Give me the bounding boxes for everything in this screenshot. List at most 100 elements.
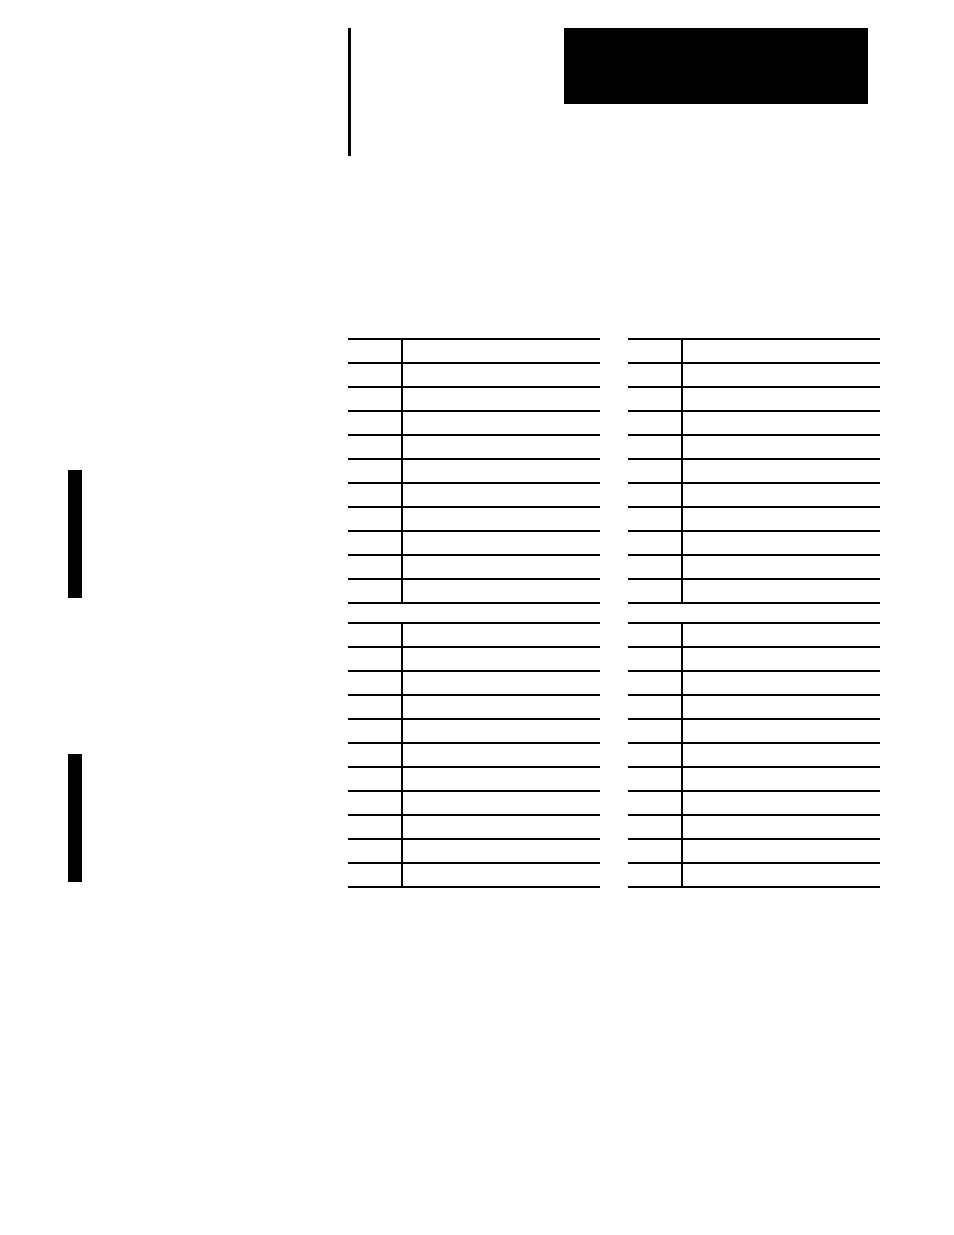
table-row bbox=[628, 671, 880, 695]
table-row bbox=[628, 863, 880, 887]
cell-col2 bbox=[402, 767, 600, 791]
cell-col1 bbox=[348, 743, 402, 767]
cell-col1 bbox=[628, 791, 682, 815]
cell-col1 bbox=[628, 647, 682, 671]
cell-col1 bbox=[628, 363, 682, 387]
table-row bbox=[628, 719, 880, 743]
cell-col2 bbox=[682, 767, 880, 791]
cell-col1 bbox=[628, 411, 682, 435]
cell-col1 bbox=[348, 507, 402, 531]
cell-col2 bbox=[682, 363, 880, 387]
cell-col2 bbox=[682, 743, 880, 767]
table-row bbox=[628, 507, 880, 531]
cell-col1 bbox=[628, 339, 682, 363]
table-row bbox=[348, 791, 600, 815]
cell-col1 bbox=[348, 815, 402, 839]
page bbox=[0, 0, 954, 1235]
table-row bbox=[348, 387, 600, 411]
cell-col2 bbox=[402, 815, 600, 839]
cell-col1 bbox=[348, 719, 402, 743]
cell-col2 bbox=[402, 555, 600, 579]
cell-col1 bbox=[348, 579, 402, 603]
top-vertical-rule bbox=[348, 28, 351, 156]
cell-col1 bbox=[348, 791, 402, 815]
table-row bbox=[348, 839, 600, 863]
cell-col2 bbox=[402, 363, 600, 387]
table-row bbox=[628, 555, 880, 579]
table-row bbox=[348, 555, 600, 579]
cell-col2 bbox=[682, 555, 880, 579]
table-row bbox=[348, 339, 600, 363]
table-row bbox=[628, 695, 880, 719]
cell-col1 bbox=[628, 863, 682, 887]
cell-col1 bbox=[628, 767, 682, 791]
sidebar-block-2 bbox=[68, 754, 82, 882]
table-left bbox=[348, 622, 600, 888]
cell-col2 bbox=[402, 719, 600, 743]
cell-col2 bbox=[682, 459, 880, 483]
table-row bbox=[348, 579, 600, 603]
table-group bbox=[348, 622, 880, 888]
cell-col1 bbox=[628, 695, 682, 719]
cell-col2 bbox=[402, 839, 600, 863]
top-black-box bbox=[564, 28, 868, 104]
cell-col1 bbox=[628, 671, 682, 695]
cell-col2 bbox=[682, 387, 880, 411]
table-row bbox=[628, 363, 880, 387]
table-row bbox=[628, 459, 880, 483]
cell-col1 bbox=[348, 531, 402, 555]
cell-col1 bbox=[348, 339, 402, 363]
group-gap bbox=[348, 604, 880, 622]
cell-col2 bbox=[402, 791, 600, 815]
cell-col2 bbox=[682, 435, 880, 459]
cell-col2 bbox=[682, 791, 880, 815]
cell-col1 bbox=[628, 623, 682, 647]
cell-col2 bbox=[402, 579, 600, 603]
cell-col1 bbox=[348, 411, 402, 435]
cell-col1 bbox=[628, 507, 682, 531]
tables-container bbox=[348, 338, 880, 888]
cell-col1 bbox=[628, 743, 682, 767]
cell-col2 bbox=[402, 671, 600, 695]
cell-col1 bbox=[628, 459, 682, 483]
cell-col1 bbox=[628, 579, 682, 603]
table-group bbox=[348, 338, 880, 604]
cell-col1 bbox=[348, 387, 402, 411]
table-row bbox=[628, 411, 880, 435]
cell-col1 bbox=[628, 531, 682, 555]
table-row bbox=[348, 459, 600, 483]
cell-col1 bbox=[348, 363, 402, 387]
table-right bbox=[628, 622, 880, 888]
cell-col2 bbox=[402, 695, 600, 719]
cell-col1 bbox=[348, 435, 402, 459]
table-row bbox=[628, 743, 880, 767]
cell-col1 bbox=[348, 767, 402, 791]
table-row bbox=[348, 507, 600, 531]
cell-col1 bbox=[628, 719, 682, 743]
table-row bbox=[348, 483, 600, 507]
cell-col2 bbox=[402, 387, 600, 411]
cell-col1 bbox=[348, 555, 402, 579]
table-row bbox=[628, 339, 880, 363]
cell-col1 bbox=[348, 695, 402, 719]
table-row bbox=[628, 531, 880, 555]
table-row bbox=[628, 767, 880, 791]
table-row bbox=[348, 623, 600, 647]
cell-col1 bbox=[348, 459, 402, 483]
cell-col2 bbox=[682, 411, 880, 435]
cell-col1 bbox=[628, 555, 682, 579]
table-row bbox=[628, 483, 880, 507]
cell-col2 bbox=[682, 839, 880, 863]
cell-col1 bbox=[348, 647, 402, 671]
cell-col1 bbox=[348, 623, 402, 647]
cell-col2 bbox=[682, 863, 880, 887]
cell-col2 bbox=[682, 671, 880, 695]
cell-col2 bbox=[682, 339, 880, 363]
cell-col1 bbox=[348, 863, 402, 887]
table-left bbox=[348, 338, 600, 604]
table-row bbox=[348, 743, 600, 767]
table-row bbox=[348, 411, 600, 435]
cell-col1 bbox=[348, 671, 402, 695]
cell-col1 bbox=[628, 839, 682, 863]
cell-col2 bbox=[402, 411, 600, 435]
